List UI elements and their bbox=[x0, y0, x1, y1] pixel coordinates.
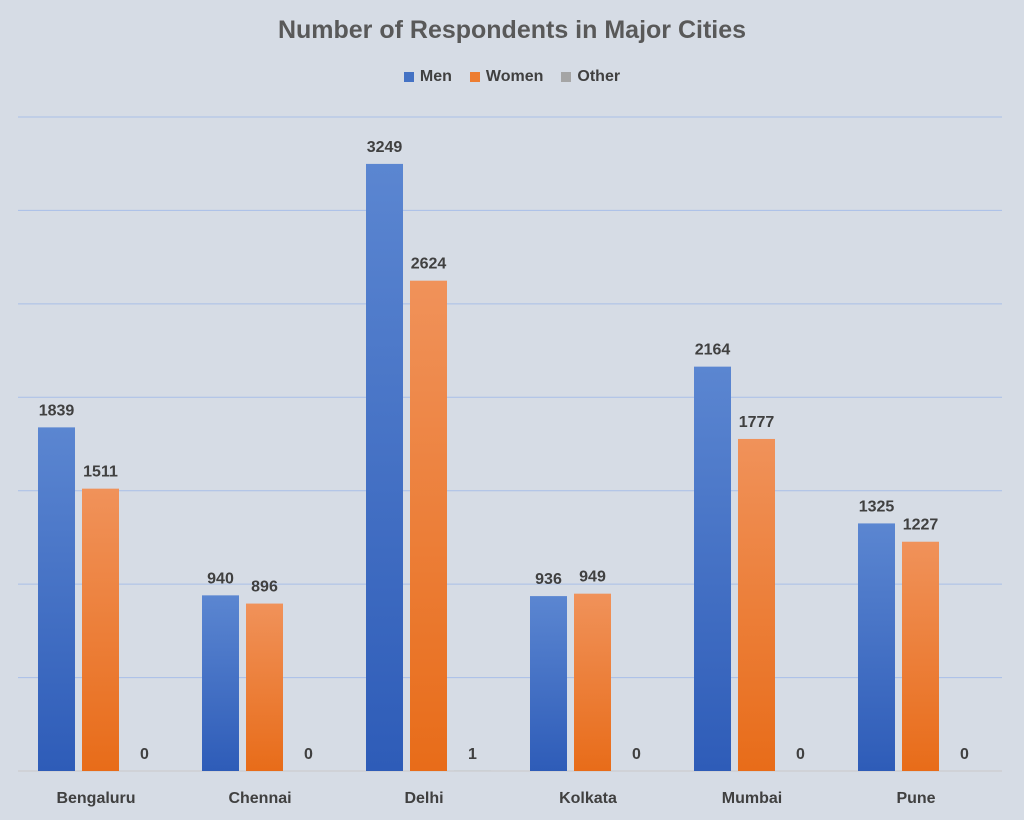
bar-men-pune bbox=[858, 523, 895, 771]
gridlines bbox=[18, 116, 1002, 772]
legend-item-women: Women bbox=[469, 68, 544, 86]
data-label-men-delhi: 3249 bbox=[367, 139, 403, 156]
data-labels: 1839 1511 0 940 896 0 3249 2624 1 936 949 0 2164 1777… bbox=[39, 139, 969, 763]
data-label-women-bengaluru: 1511 bbox=[83, 464, 118, 481]
data-label-other-kolkata: 0 bbox=[632, 746, 641, 763]
data-label-other-bengaluru: 0 bbox=[140, 746, 149, 763]
legend-swatch-women bbox=[469, 72, 480, 82]
data-label-men-kolkata: 936 bbox=[535, 571, 562, 588]
data-label-men-pune: 1325 bbox=[859, 498, 895, 515]
data-label-other-pune: 0 bbox=[960, 746, 969, 763]
legend-swatch-men bbox=[403, 72, 414, 82]
x-tick-label-kolkata: Kolkata bbox=[559, 790, 617, 807]
bar-men-bengaluru bbox=[38, 427, 75, 771]
legend-item-men: Men bbox=[403, 68, 452, 86]
bar-women-bengaluru bbox=[82, 488, 119, 771]
legend-item-other: Other bbox=[561, 68, 620, 86]
data-label-women-mumbai: 1777 bbox=[739, 414, 775, 431]
bar-men-delhi bbox=[366, 163, 403, 772]
data-label-women-kolkata: 949 bbox=[579, 569, 606, 586]
bar-women-kolkata bbox=[574, 593, 611, 771]
legend-label-women: Women bbox=[485, 68, 544, 85]
bar-women-delhi bbox=[410, 280, 447, 771]
data-label-other-delhi: 1 bbox=[468, 746, 477, 763]
bar-women-mumbai bbox=[738, 438, 775, 771]
bars bbox=[38, 163, 939, 772]
bar-men-mumbai bbox=[694, 366, 731, 771]
x-tick-label-pune: Pune bbox=[896, 790, 935, 807]
x-tick-label-chennai: Chennai bbox=[228, 790, 291, 807]
data-label-women-delhi: 2624 bbox=[411, 256, 447, 273]
data-label-other-mumbai: 0 bbox=[796, 746, 805, 763]
bar-men-kolkata bbox=[530, 596, 567, 771]
x-tick-label-mumbai: Mumbai bbox=[722, 790, 782, 807]
x-tick-label-delhi: Delhi bbox=[404, 790, 443, 807]
bar-men-chennai bbox=[202, 595, 239, 771]
x-tick-label-bengaluru: Bengaluru bbox=[56, 790, 135, 807]
legend-label-other: Other bbox=[577, 68, 621, 85]
data-label-men-bengaluru: 1839 bbox=[39, 402, 75, 419]
bar-women-pune bbox=[902, 541, 939, 771]
chart-title: Number of Respondents in Major Cities bbox=[277, 16, 747, 44]
x-axis: Bengaluru Chennai Delhi Kolkata Mumbai Pune bbox=[56, 790, 935, 807]
legend-swatch-other bbox=[561, 72, 572, 82]
data-label-men-chennai: 940 bbox=[207, 570, 234, 587]
data-label-women-chennai: 896 bbox=[251, 579, 278, 596]
bar-women-chennai bbox=[246, 603, 283, 771]
chart-legend: Men Women Other bbox=[0, 68, 1024, 86]
legend-label-men: Men bbox=[419, 68, 452, 85]
data-label-women-pune: 1227 bbox=[903, 517, 939, 534]
data-label-men-mumbai: 2164 bbox=[695, 342, 731, 359]
data-label-other-chennai: 0 bbox=[304, 746, 313, 763]
